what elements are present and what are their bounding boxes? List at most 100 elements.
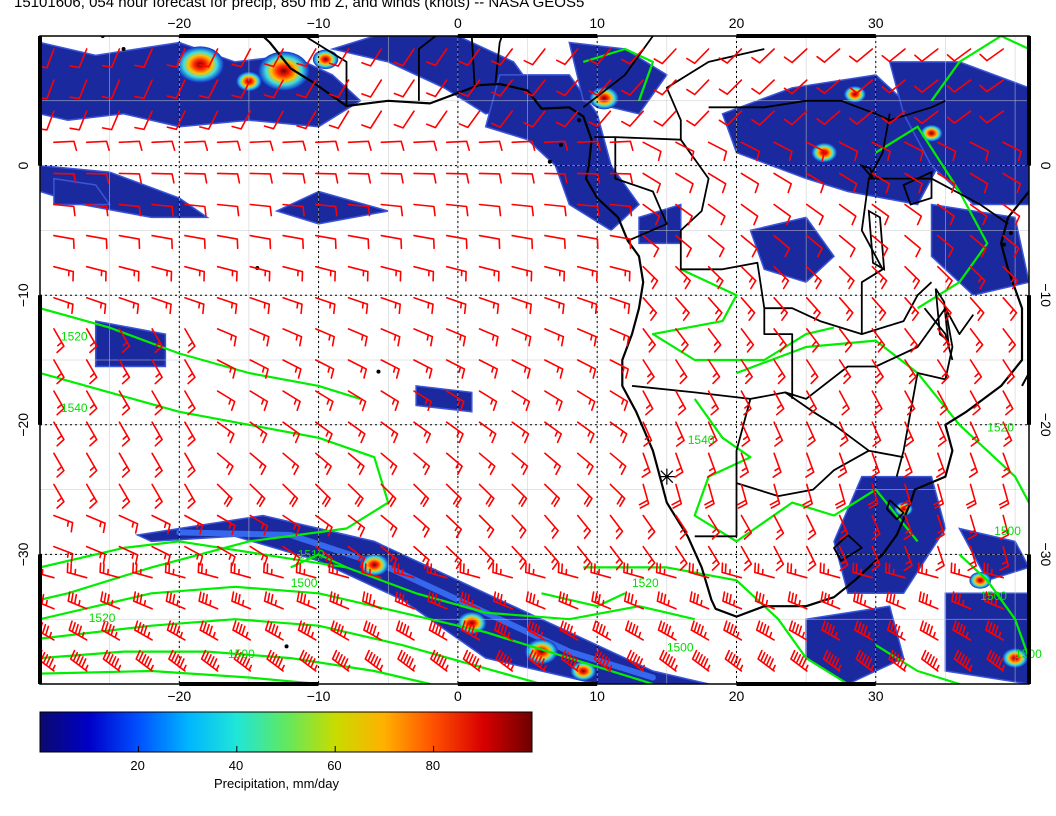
wind-barb <box>721 562 743 579</box>
wind-barb <box>904 265 921 290</box>
wind-barb <box>740 172 760 194</box>
wind-barb <box>166 48 186 68</box>
country-border <box>886 499 905 521</box>
wind-barb <box>249 234 272 250</box>
country-border <box>470 36 476 86</box>
wind-barb <box>263 110 284 130</box>
wind-barb <box>671 483 683 509</box>
wind-barb <box>413 514 430 538</box>
wind-barb <box>478 545 495 570</box>
contour-label: 1510 <box>298 547 325 561</box>
wind-barb <box>886 620 906 641</box>
wind-barb <box>848 48 874 63</box>
wind-barb <box>164 562 186 579</box>
precip-maximum <box>570 661 596 681</box>
wind-barb <box>263 562 284 579</box>
wind-barb <box>675 328 689 353</box>
height-contour <box>875 125 989 310</box>
wind-barb <box>216 483 233 507</box>
wind-barb <box>544 483 561 507</box>
wind-barb <box>216 390 236 412</box>
wind-barb <box>773 297 789 321</box>
wind-barb <box>151 203 174 217</box>
lat-tick-label-right: 0 <box>1038 162 1054 170</box>
frame-bar-bottom <box>736 682 876 686</box>
precip-maximum <box>969 571 992 589</box>
axis-tick-labels: −20 −20 −10 −10 0 0 10 10 20 20 30 30 0 0 −10 −10 −20 −20… <box>15 15 1054 704</box>
height-contour <box>875 644 960 684</box>
wind-barb <box>871 545 881 572</box>
wind-barb <box>609 514 624 540</box>
wind-barb <box>914 79 939 94</box>
wind-barb <box>53 359 65 385</box>
wind-barb <box>773 172 792 194</box>
wind-barb <box>806 203 824 226</box>
wind-barb <box>588 79 612 97</box>
wind-barb <box>985 620 1004 641</box>
wind-barb <box>966 483 977 509</box>
wind-barb <box>413 545 430 569</box>
wind-barb <box>151 514 171 535</box>
wind-barb <box>380 297 401 315</box>
lon-tick-label-bottom: −10 <box>307 688 331 704</box>
contour-labels: 1520 1540 1510 1520 1500 1500 1520 1500 1540 1520… <box>61 330 1042 662</box>
wind-barb <box>588 110 612 128</box>
wind-barb <box>642 421 653 447</box>
wind-barb <box>263 48 284 68</box>
wind-barb <box>492 562 513 579</box>
frame-bar-right <box>1027 554 1031 684</box>
wind-barb <box>935 514 945 540</box>
wind-barb <box>576 514 592 540</box>
madagascar-coast <box>1021 370 1029 387</box>
wind-barb <box>380 514 398 538</box>
wind-barb <box>230 562 252 579</box>
wind-barb <box>511 359 531 379</box>
wind-barb <box>772 452 782 478</box>
wind-barb <box>380 421 399 444</box>
wind-barb <box>347 483 364 507</box>
wind-barb <box>282 421 301 444</box>
wind-barb <box>347 359 368 379</box>
wind-barb <box>609 328 630 347</box>
wind-barb <box>871 421 882 447</box>
wind-barb <box>999 514 1010 540</box>
lon-tick-label-top: 20 <box>729 15 745 31</box>
wind-barb <box>380 234 403 250</box>
wind-barb <box>40 110 55 131</box>
wind-barb <box>903 514 913 541</box>
wind-barb <box>937 265 953 290</box>
wind-barb <box>85 514 106 534</box>
wind-barb <box>184 172 208 184</box>
wind-barb <box>184 514 204 535</box>
wind-barb <box>151 452 163 478</box>
wind-barb <box>576 359 597 379</box>
wind-barb <box>296 110 317 130</box>
wind-barb <box>556 79 579 97</box>
contour-label: 1520 <box>61 330 88 344</box>
wind-barb <box>118 297 140 315</box>
wind-barb <box>151 359 163 385</box>
wind-barb <box>790 649 809 672</box>
wind-barb <box>511 545 527 570</box>
frame-bar-bottom <box>179 682 319 686</box>
wind-barb <box>642 359 655 385</box>
wind-barb <box>853 591 874 610</box>
wind-barb <box>197 562 219 579</box>
wind-barb <box>621 79 644 96</box>
wind-barb <box>461 620 481 641</box>
lon-tick-label-bottom: 10 <box>589 688 605 704</box>
wind-barb <box>675 265 691 290</box>
wind-barb <box>315 452 332 476</box>
wind-barb <box>315 203 338 217</box>
wind-barb <box>458 48 481 66</box>
wind-barb <box>53 328 65 354</box>
wind-barb <box>675 421 685 447</box>
contour-label: 1500 <box>667 641 694 655</box>
wind-barb <box>1002 359 1015 385</box>
wind-barb <box>1002 421 1013 447</box>
wind-barb <box>413 328 434 347</box>
wind-barb <box>904 234 922 258</box>
wind-barb <box>282 514 301 537</box>
wind-barb <box>590 562 612 579</box>
wind-barb <box>315 514 333 537</box>
